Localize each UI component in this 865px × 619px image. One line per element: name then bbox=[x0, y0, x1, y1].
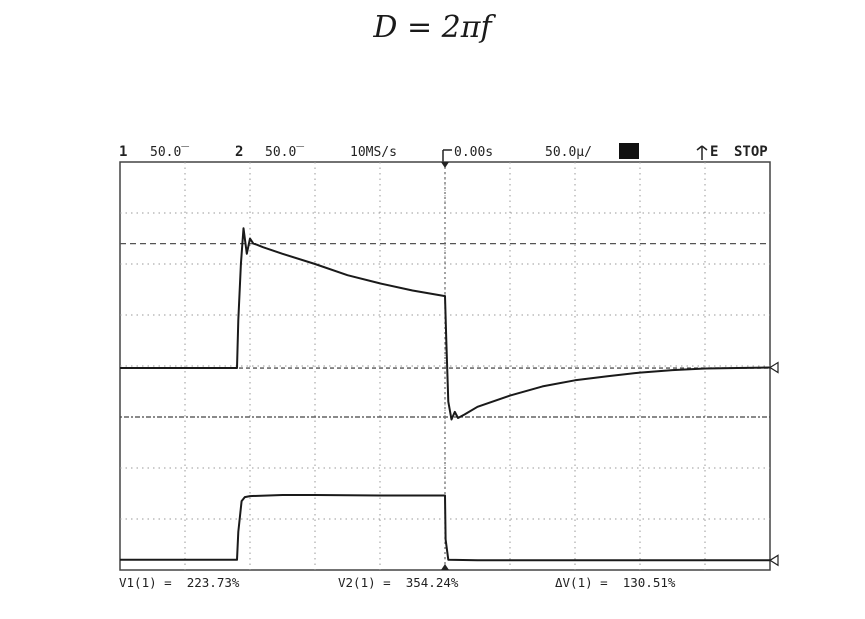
ch2-label: 2 bbox=[235, 144, 243, 160]
waveform-trace-1 bbox=[120, 227, 771, 421]
trigger-top-marker bbox=[441, 162, 449, 168]
ch1-label: 1 bbox=[119, 144, 127, 160]
cursor-v1-readout: V1(1) = 223.73% bbox=[119, 575, 240, 590]
trigger-mode: E bbox=[710, 144, 718, 160]
time-per-div: 50.0μ/ bbox=[545, 145, 592, 160]
ch2-scale: 50.0̅ bbox=[265, 145, 304, 160]
acquire-mode-badge bbox=[619, 143, 639, 159]
waveforms bbox=[120, 227, 771, 562]
ch1-scale: 50.0̅ bbox=[150, 145, 189, 160]
equation: D = 2πf bbox=[373, 10, 492, 45]
markers bbox=[441, 162, 779, 570]
trigger-position-icon bbox=[442, 149, 452, 162]
waveform-trace-2 bbox=[120, 494, 770, 562]
trigger-edge-icon bbox=[696, 145, 708, 160]
channel-1-ground-marker bbox=[768, 361, 779, 374]
run-state: STOP bbox=[734, 144, 768, 160]
cursor-dv-readout: ΔV(1) = 130.51% bbox=[555, 575, 676, 590]
sample-rate: 10MS/s bbox=[350, 145, 397, 160]
trigger-bottom-marker bbox=[441, 564, 449, 570]
trigger-delay: 0.00s bbox=[454, 145, 493, 160]
cursor-v2-readout: V2(1) = 354.24% bbox=[338, 575, 459, 590]
channel-2-ground-marker bbox=[768, 554, 779, 567]
